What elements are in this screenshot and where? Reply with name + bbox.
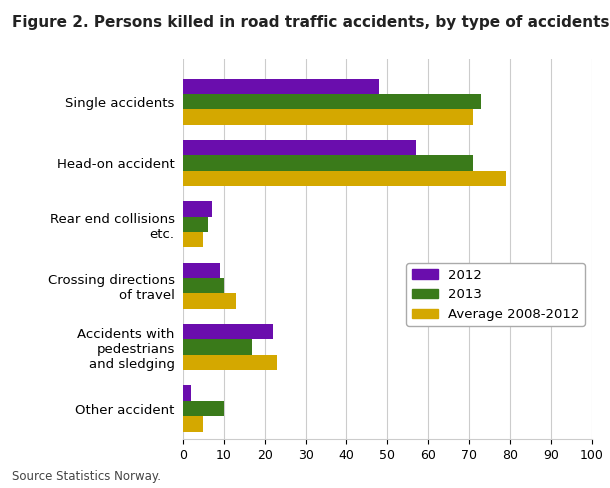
Text: Figure 2. Persons killed in road traffic accidents, by type of accidents: Figure 2. Persons killed in road traffic… (12, 15, 610, 30)
Bar (183, 232, 204, 247)
Bar (183, 263, 220, 278)
Bar (183, 217, 207, 232)
Legend: 2012, 2013, Average 2008-2012: 2012, 2013, Average 2008-2012 (406, 263, 585, 326)
Bar (183, 201, 212, 217)
Bar (183, 401, 224, 416)
Bar (183, 416, 204, 431)
Bar (183, 324, 273, 340)
Bar (183, 94, 481, 109)
Bar (183, 79, 379, 94)
Text: Source Statistics Norway.: Source Statistics Norway. (12, 470, 161, 483)
Bar (183, 171, 506, 186)
Bar (183, 386, 191, 401)
Bar (183, 293, 236, 309)
Bar (183, 155, 473, 171)
Bar (183, 355, 277, 370)
Bar (183, 278, 224, 293)
Bar (183, 140, 416, 155)
Bar (183, 340, 253, 355)
Bar (183, 109, 473, 124)
